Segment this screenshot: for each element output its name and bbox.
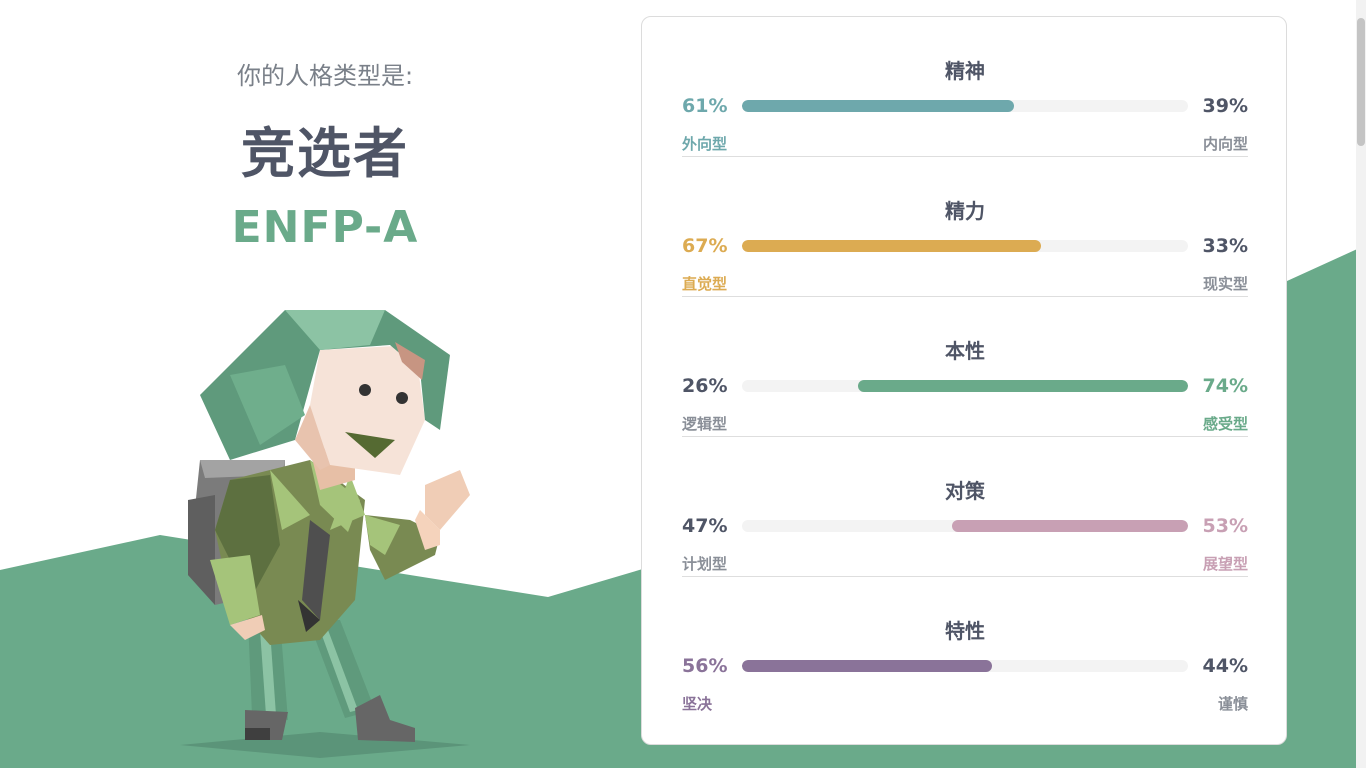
trait-left-label-nature: 逻辑型: [682, 415, 728, 433]
page-scrollbar-thumb[interactable]: [1357, 18, 1365, 146]
page-scrollbar[interactable]: [1356, 0, 1366, 768]
divider: [682, 296, 1248, 297]
trait-right-percent-mind: 39%: [1202, 95, 1248, 117]
personality-type-code: ENFP-A: [231, 202, 419, 253]
divider: [682, 436, 1248, 437]
trait-left-percent-tactics: 47%: [682, 515, 728, 537]
trait-right-percent-tactics: 53%: [1202, 515, 1248, 537]
trait-right-percent-identity: 44%: [1202, 655, 1248, 677]
trait-bar-track-energy: [742, 240, 1188, 252]
trait-left-label-identity: 坚决: [682, 695, 713, 713]
trait-left-label-energy: 直觉型: [682, 275, 728, 293]
trait-right-label-energy: 现实型: [1202, 275, 1248, 293]
trait-title-nature: 本性: [945, 339, 985, 363]
trait-bar-track-nature: [742, 380, 1188, 392]
trait-title-identity: 特性: [945, 619, 985, 643]
trait-title-energy: 精力: [945, 199, 985, 223]
result-subtitle: 你的人格类型是:: [236, 62, 414, 90]
trait-row-nature: 本性 26% 74% 逻辑型 感受型: [682, 297, 1248, 437]
trait-left-label-mind: 外向型: [682, 135, 728, 153]
trait-right-label-identity: 谨慎: [1217, 695, 1248, 713]
campaigner-character-illustration: [180, 310, 470, 758]
trait-right-label-tactics: 展望型: [1202, 555, 1248, 573]
trait-left-label-tactics: 计划型: [682, 555, 728, 573]
personality-type-name: 竞选者: [241, 122, 409, 185]
trait-row-identity: 特性 56% 44% 坚决 谨慎: [682, 577, 1248, 717]
divider: [682, 576, 1248, 577]
trait-right-label-nature: 感受型: [1202, 415, 1248, 433]
divider: [682, 156, 1248, 157]
trait-left-percent-energy: 67%: [682, 235, 728, 257]
trait-row-tactics: 对策 47% 53% 计划型 展望型: [682, 437, 1248, 577]
trait-row-energy: 精力 67% 33% 直觉型 现实型: [682, 157, 1248, 297]
trait-bar-fill-identity: [742, 660, 992, 672]
trait-bar-track-identity: [742, 660, 1188, 672]
trait-bar-fill-energy: [742, 240, 1041, 252]
result-header: 你的人格类型是: 竞选者 ENFP-A: [160, 40, 490, 253]
trait-left-percent-nature: 26%: [682, 375, 728, 397]
trait-title-tactics: 对策: [945, 479, 985, 503]
trait-row-mind: 精神 61% 39% 外向型 内向型: [682, 17, 1248, 157]
personality-traits-card: 精神 61% 39% 外向型 内向型 精力 67% 33% 直觉型 现实型 本性…: [641, 16, 1287, 745]
trait-right-percent-nature: 74%: [1202, 375, 1248, 397]
trait-right-label-mind: 内向型: [1202, 135, 1248, 153]
trait-left-percent-identity: 56%: [682, 655, 728, 677]
trait-left-percent-mind: 61%: [682, 95, 728, 117]
trait-bar-fill-mind: [742, 100, 1015, 112]
trait-right-percent-energy: 33%: [1202, 235, 1248, 257]
trait-bar-fill-tactics: [951, 520, 1188, 532]
trait-bar-track-mind: [742, 100, 1188, 112]
trait-bar-fill-nature: [857, 380, 1188, 392]
trait-title-mind: 精神: [945, 59, 985, 83]
trait-bar-track-tactics: [742, 520, 1188, 532]
